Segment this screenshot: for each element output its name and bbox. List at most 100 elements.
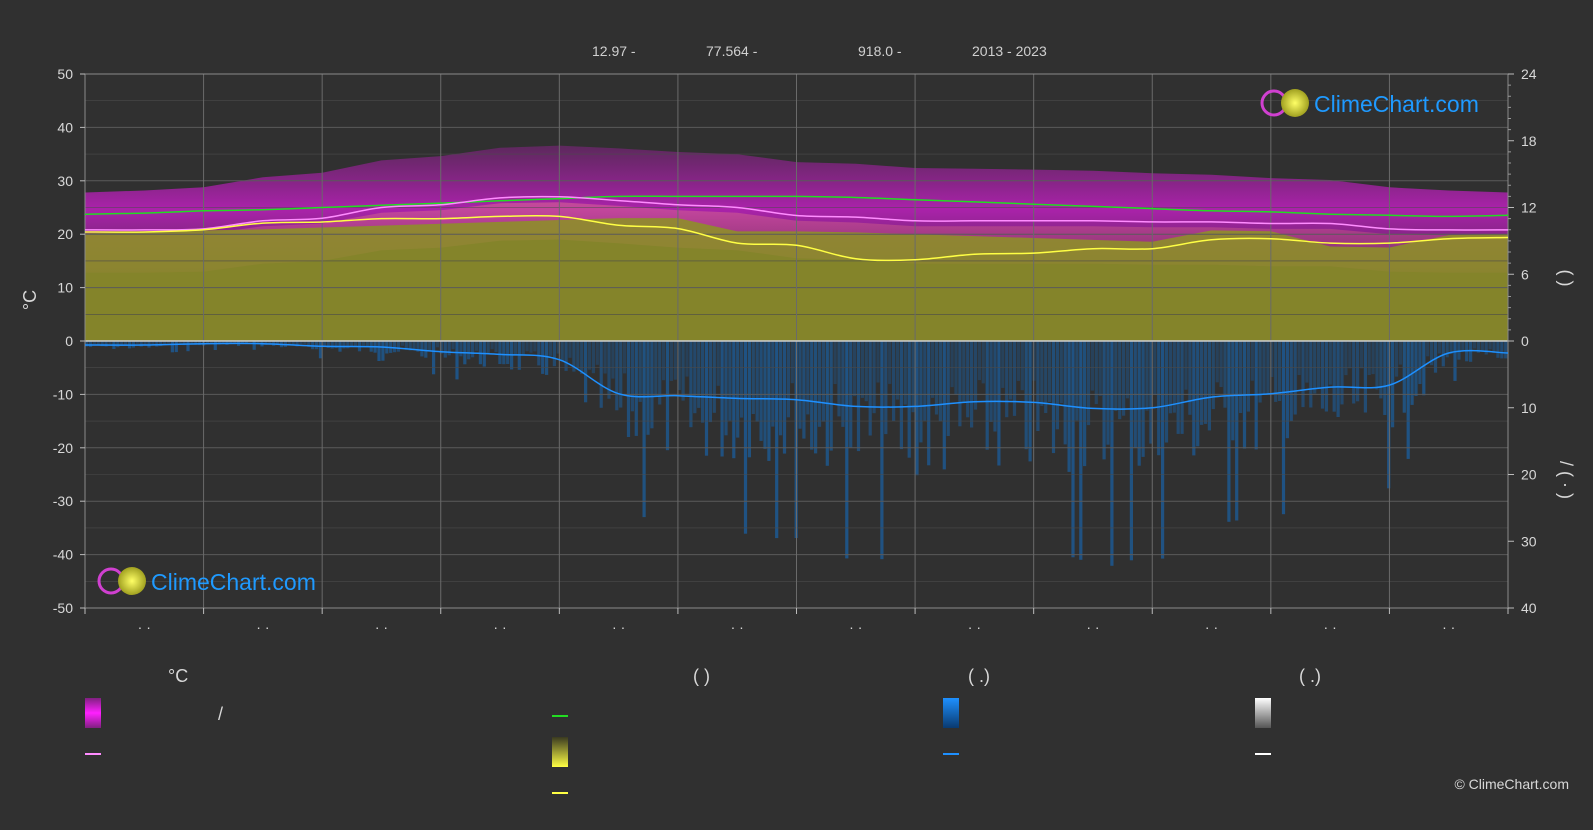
rain-bar	[1223, 341, 1227, 408]
rain-bar	[782, 341, 787, 454]
rain-bar	[1196, 341, 1200, 447]
rain-bar	[451, 341, 455, 350]
rain-bar	[1227, 341, 1231, 522]
rain-bar	[1125, 341, 1130, 399]
rain-bar	[124, 341, 128, 346]
rain-bar	[412, 341, 416, 349]
rain-bar	[552, 341, 556, 367]
rain-bar	[498, 341, 502, 364]
rain-bar	[591, 341, 595, 374]
rain-bar	[1161, 341, 1165, 559]
rain-bar	[1394, 341, 1399, 377]
rain-bar	[1024, 341, 1028, 450]
rain-bar	[287, 341, 291, 345]
rain-bar	[1149, 341, 1153, 444]
rain-bar	[365, 341, 369, 347]
rain-bar	[1340, 341, 1344, 405]
rain-bar	[240, 341, 245, 345]
rain-bar	[736, 341, 740, 438]
rain-bar	[209, 341, 213, 344]
rain-bar	[876, 341, 880, 383]
rain-bar	[911, 341, 915, 413]
y-right-bottom-tick-label: 40	[1521, 600, 1537, 616]
rain-bar	[1012, 341, 1017, 416]
rain-bar	[1449, 341, 1453, 354]
rain-bar	[646, 341, 650, 435]
rain-bar	[1367, 341, 1371, 375]
rain-bar	[755, 341, 759, 422]
rain-bar	[548, 341, 553, 356]
rain-bar	[1020, 341, 1024, 391]
rain-bar	[1313, 341, 1317, 394]
rain-bar	[895, 341, 900, 400]
rain-bar	[950, 341, 954, 388]
x-tick-label: · ·	[375, 619, 388, 630]
rain-bar	[607, 341, 611, 399]
rain-bar	[486, 341, 490, 354]
rain-bar	[1246, 341, 1250, 412]
rain-bar	[1231, 341, 1235, 441]
rain-bar	[938, 341, 942, 422]
rain-bar	[1164, 341, 1169, 443]
rain-bar	[233, 341, 237, 344]
rain-bar	[443, 341, 447, 358]
rain-bar	[708, 341, 712, 423]
rain-bar	[361, 341, 365, 346]
rain-bar	[170, 341, 174, 353]
rain-bar	[1063, 341, 1067, 445]
rain-bar	[490, 341, 494, 350]
rain-bar	[1371, 341, 1375, 375]
rain-bar	[529, 341, 533, 353]
rain-bar	[432, 341, 436, 375]
rain-bar	[424, 341, 428, 358]
rain-bar	[934, 341, 939, 415]
x-tick-label: · ·	[849, 619, 862, 630]
y-left-tick-label: 10	[57, 280, 73, 296]
rain-bar	[131, 341, 135, 348]
rain-bar	[1106, 341, 1110, 445]
rain-bar	[1281, 341, 1286, 515]
rain-bar	[155, 341, 159, 347]
y-right-bottom-tick-label: 30	[1521, 533, 1537, 549]
rain-bar	[560, 341, 564, 362]
header-years: 2013 - 2023	[972, 43, 1047, 59]
rain-bar	[151, 341, 155, 345]
rain-bar	[178, 341, 182, 344]
rain-bar	[276, 341, 280, 346]
header-longitude: 77.564 -	[706, 43, 758, 59]
logo-sun-icon	[118, 567, 146, 595]
rain-bar	[1075, 341, 1079, 421]
rain-bar	[1383, 341, 1387, 415]
rain-bar	[720, 341, 724, 457]
rain-bar	[997, 341, 1001, 466]
rain-bar	[693, 341, 697, 414]
rain-bar	[993, 341, 997, 432]
rain-bar	[291, 341, 295, 345]
rain-bar	[502, 341, 506, 365]
rain-bar	[977, 341, 981, 381]
rain-bar	[1176, 341, 1180, 434]
rain-bar	[396, 341, 401, 352]
rain-bar	[400, 341, 404, 346]
rain-bar	[205, 341, 210, 344]
rain-bar	[474, 341, 479, 351]
rain-bar	[1359, 341, 1364, 369]
header-latitude: 12.97 -	[592, 43, 636, 59]
rain-bar	[1266, 341, 1270, 394]
rain-bar	[853, 341, 857, 397]
rain-bar	[1016, 341, 1020, 381]
rain-bar	[1110, 341, 1114, 566]
legend-daylight-swatch	[552, 715, 568, 717]
rain-bar	[868, 341, 872, 436]
rain-bar	[1496, 341, 1500, 358]
rain-bar	[92, 341, 96, 345]
rain-bar	[447, 341, 451, 356]
rain-bar	[1301, 341, 1305, 408]
x-tick-label: · ·	[493, 619, 506, 630]
logo-sun-icon	[1281, 89, 1309, 117]
rain-bar	[864, 341, 868, 402]
rain-bar	[120, 341, 124, 346]
rain-bar	[322, 341, 326, 347]
rain-bar	[1398, 341, 1402, 365]
rain-bar	[1102, 341, 1106, 460]
